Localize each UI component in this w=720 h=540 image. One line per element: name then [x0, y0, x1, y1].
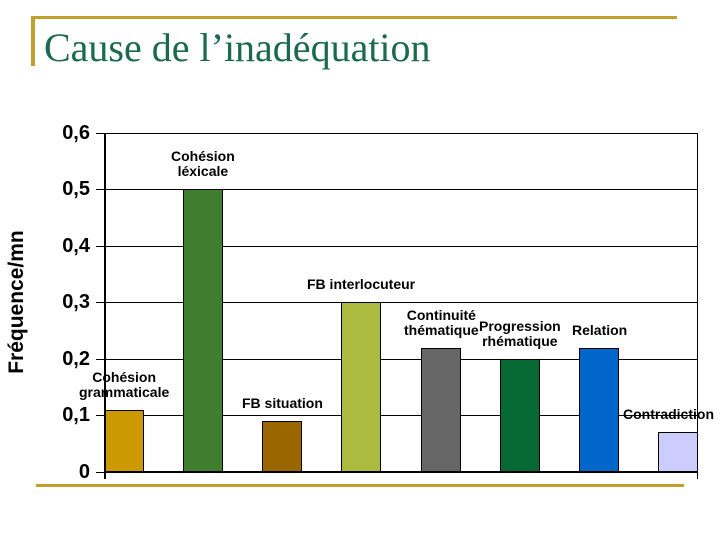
plot-border-top [104, 133, 698, 134]
bar-label-1: Cohésion grammaticale [79, 369, 170, 400]
y-tick-mark [96, 472, 104, 473]
y-tick-mark [96, 133, 104, 134]
gridline [104, 415, 698, 416]
bar-1 [104, 410, 144, 472]
bar-label-2: Cohésion léxicale [171, 148, 235, 179]
accent-bar-left [31, 16, 35, 66]
gridline [104, 189, 698, 190]
bar-label-8: Contradiction [623, 406, 714, 422]
gridline [104, 359, 698, 360]
gridline [104, 246, 698, 247]
bar-label-7: Relation [572, 322, 628, 338]
bar-label-4: FB interlocuteur [307, 276, 416, 292]
plot-border-right [697, 133, 698, 479]
x-axis-line [104, 471, 698, 473]
y-tick-mark [96, 189, 104, 190]
gridline [104, 302, 698, 303]
y-tick-mark [96, 246, 104, 247]
y-axis-title: Fréquence/mn [5, 230, 28, 374]
bar-4 [341, 302, 381, 472]
bar-label-3: FB situation [242, 395, 323, 411]
bar-7 [579, 348, 619, 472]
y-tick-label: 0,4 [62, 235, 90, 257]
bar-label-6: Progression rhématique [479, 318, 561, 349]
bar-2 [183, 189, 223, 472]
y-tick-label: 0,6 [62, 122, 90, 144]
accent-line-bottom [36, 484, 684, 487]
y-tick-mark [96, 359, 104, 360]
y-tick-mark [96, 302, 104, 303]
bar-3 [262, 421, 302, 472]
y-tick-mark [96, 415, 104, 416]
y-tick-label: 0,1 [62, 404, 90, 426]
bar-5 [421, 348, 461, 472]
y-tick-label: 0,5 [62, 178, 90, 200]
y-tick-label: 0 [78, 461, 90, 483]
y-tick-label: 0,3 [62, 291, 90, 313]
bar-6 [500, 359, 540, 472]
y-tick-label: 0,2 [62, 348, 90, 370]
page-title: Cause de l’inadéquation [44, 25, 431, 70]
y-axis-line [104, 133, 106, 479]
accent-line-top [33, 16, 677, 19]
bar-label-5: Continuité thématique [404, 307, 479, 338]
bar-8 [658, 432, 698, 472]
